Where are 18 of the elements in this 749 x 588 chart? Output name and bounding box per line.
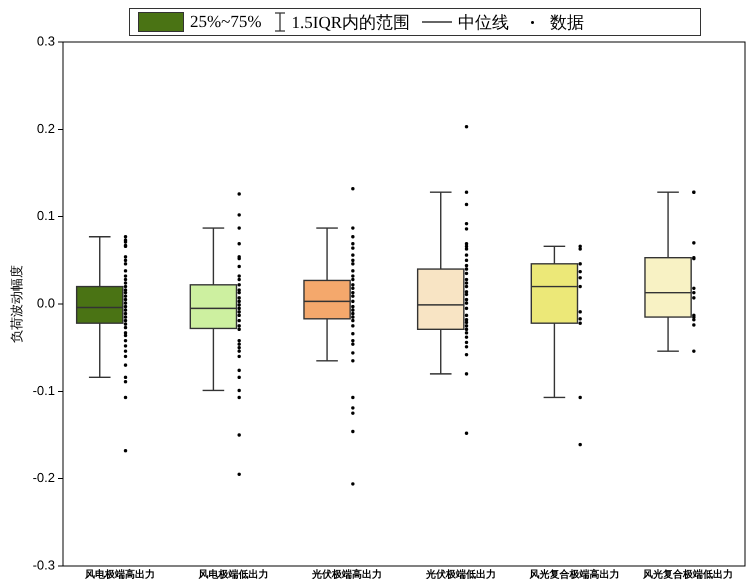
y-tick-label: 0.2 xyxy=(36,120,55,136)
y-tick-label: -0.1 xyxy=(32,382,55,398)
x-tick-label: 风光复合极端低出力 xyxy=(642,568,734,581)
x-tick-label: 光伏极端低出力 xyxy=(424,568,496,581)
y-tick-label: 0.3 xyxy=(36,34,55,49)
y-tick-label: 0.0 xyxy=(36,296,55,311)
x-tick-label: 风光复合极端高出力 xyxy=(528,568,620,581)
y-tick-label: -0.3 xyxy=(32,558,55,573)
y-tick-label: -0.2 xyxy=(32,470,55,486)
text: 中位线 xyxy=(458,12,510,34)
legend-label: 数据 xyxy=(550,12,584,34)
x-tick-label: 风电极端低出力 xyxy=(198,568,268,581)
text: 1.5IQR内的范围 xyxy=(292,12,410,34)
y-axis-title: 负荷波动幅度 xyxy=(9,265,26,343)
x-tick-label: 风电极端高出力 xyxy=(84,568,155,581)
y-tick-label: 0.1 xyxy=(36,208,55,224)
legend-label: 25%~75% xyxy=(190,12,262,32)
x-tick-label: 光伏极端高出力 xyxy=(311,568,382,581)
